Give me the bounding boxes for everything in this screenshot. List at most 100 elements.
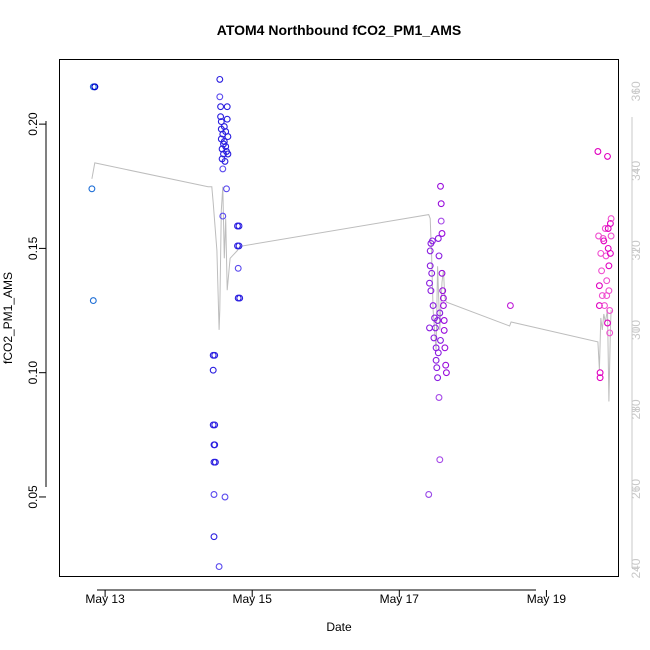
y-tick-label: 0.15: [26, 236, 40, 260]
y2-tick-label: 260: [629, 479, 643, 499]
data-point: [437, 336, 444, 344]
data-point: [224, 133, 232, 141]
altitude-series-line: [91, 162, 612, 402]
data-point: [607, 232, 615, 240]
x-tick-label: May 19: [527, 592, 567, 606]
data-point: [437, 200, 445, 208]
data-point: [437, 217, 445, 225]
data-point: [217, 118, 225, 126]
data-point: [430, 334, 438, 342]
data-point: [605, 287, 613, 295]
x-axis-label: Date: [326, 620, 352, 634]
data-point: [598, 292, 606, 300]
y-axis-ticks: 0.05 0.10 0.15 0.20: [26, 112, 46, 509]
data-point: [426, 262, 434, 270]
data-point: [442, 369, 450, 377]
data-point: [605, 262, 613, 270]
data-point: [434, 317, 442, 324]
y-axis-label: fCO2_PM1_AMS: [1, 272, 15, 364]
data-point: [236, 294, 244, 302]
x-tick-label: May 17: [380, 592, 420, 606]
data-point: [606, 329, 614, 337]
data-point: [426, 324, 433, 332]
data-point: [234, 264, 242, 272]
data-point: [235, 222, 243, 230]
data-point: [210, 533, 218, 541]
data-point: [595, 282, 603, 290]
data-point: [217, 103, 225, 111]
data-point: [211, 441, 219, 449]
data-point: [221, 157, 229, 165]
data-point: [436, 309, 444, 317]
y2-tick-label: 320: [629, 240, 643, 260]
data-point: [89, 297, 97, 305]
data-point: [598, 267, 606, 275]
data-point: [91, 83, 99, 91]
y-tick-label: 0.20: [26, 112, 40, 136]
y2-tick-label: 360: [629, 81, 643, 101]
data-point: [429, 302, 437, 310]
data-point: [426, 279, 433, 287]
data-point: [594, 148, 602, 155]
data-point: [435, 252, 443, 260]
data-point: [211, 458, 219, 466]
data-point: [442, 361, 450, 369]
y-tick-label: 0.10: [26, 361, 40, 385]
data-point: [211, 351, 219, 359]
data-point: [596, 374, 604, 382]
data-point: [432, 356, 440, 364]
data-point: [219, 212, 227, 220]
data-point: [604, 319, 611, 327]
data-point: [601, 225, 609, 232]
chart-title: ATOM4 Northbound fCO2_PM1_AMS: [217, 22, 462, 38]
data-point: [606, 249, 614, 257]
data-point: [603, 277, 611, 285]
data-point: [506, 302, 514, 310]
data-point: [216, 93, 224, 101]
data-point: [439, 294, 447, 302]
data-point: [437, 182, 444, 190]
data-point: [427, 287, 435, 295]
data-point: [596, 369, 604, 377]
data-point: [604, 152, 611, 160]
data-point: [440, 317, 448, 324]
data-point: [434, 349, 442, 357]
data-point: [439, 302, 447, 310]
y2-tick-label: 300: [629, 320, 643, 340]
data-point: [433, 364, 441, 372]
data-point: [210, 491, 218, 498]
data-point: [439, 287, 447, 295]
data-point: [219, 165, 227, 173]
y2-tick-label: 240: [629, 558, 643, 578]
data-point: [235, 242, 243, 250]
y2-axis-ticks: 240 260 280 300 320 340 360: [629, 81, 643, 579]
data-point: [217, 113, 225, 121]
y2-tick-label: 280: [629, 399, 643, 419]
data-point: [216, 75, 224, 83]
x-axis-ticks: May 13 May 15 May 17 May 19: [85, 590, 566, 606]
data-point: [215, 563, 223, 571]
data-point: [224, 150, 232, 158]
data-point: [438, 230, 446, 237]
x-tick-label: May 13: [85, 592, 125, 606]
data-point: [428, 269, 436, 277]
data-point: [222, 143, 230, 150]
data-point: [223, 103, 231, 111]
y2-tick-label: 340: [629, 161, 643, 181]
data-point: [428, 237, 436, 245]
data-point: [595, 302, 603, 310]
data-point: [434, 374, 442, 382]
data-point: [221, 493, 229, 501]
data-point: [606, 220, 614, 227]
data-point: [601, 302, 608, 310]
data-point: [600, 237, 608, 245]
altitude-line-layer: [91, 162, 612, 402]
data-point: [88, 185, 96, 193]
data-point: [441, 344, 449, 352]
data-point: [434, 235, 442, 242]
y-tick-label: 0.05: [26, 485, 40, 509]
plot-area-frame: [59, 59, 619, 577]
x-tick-label: May 15: [233, 592, 273, 606]
data-point: [223, 115, 231, 123]
